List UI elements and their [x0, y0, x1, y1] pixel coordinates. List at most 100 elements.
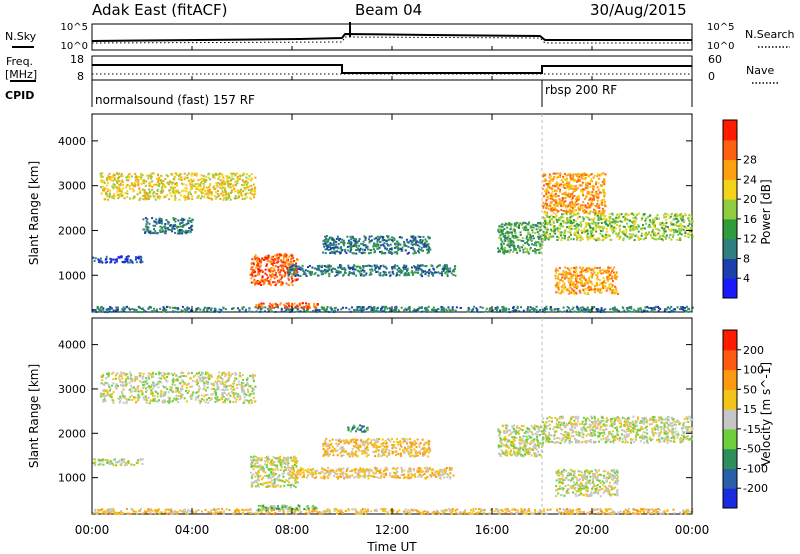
velocity-cell	[138, 372, 141, 375]
velocity-cell	[252, 396, 255, 399]
power-cell	[601, 183, 604, 186]
power-cell	[267, 258, 270, 261]
power-cell	[326, 306, 329, 308]
power-cell	[203, 196, 206, 199]
power-cell	[372, 248, 375, 251]
power-cell	[524, 222, 527, 225]
power-cell	[413, 308, 416, 311]
power-cell	[286, 267, 289, 270]
power-cell	[584, 176, 587, 179]
power-cell	[139, 197, 142, 200]
velocity-region-0	[99, 371, 257, 405]
power-cell	[284, 305, 287, 307]
power-cell	[554, 274, 557, 277]
power-cell	[340, 265, 343, 268]
power-cell	[308, 270, 311, 273]
power-cell	[224, 189, 227, 191]
power-cell	[664, 308, 667, 311]
power-cell	[360, 273, 363, 276]
power-cell	[214, 173, 217, 176]
power-cell	[570, 238, 572, 241]
power-cell	[207, 307, 210, 310]
power-cell	[213, 195, 216, 198]
power-cell	[572, 203, 574, 206]
power-cell	[595, 308, 598, 310]
power-cell	[211, 173, 214, 176]
power-cell	[548, 222, 551, 225]
power-cell	[449, 270, 451, 273]
power-cell	[633, 228, 636, 231]
power-cell	[544, 235, 547, 238]
power-cell	[104, 311, 107, 314]
power-cell	[515, 249, 518, 252]
power-cell	[562, 274, 565, 277]
power-cell	[668, 310, 671, 313]
power-cell	[295, 273, 298, 276]
power-cell	[565, 213, 568, 216]
power-cell	[574, 275, 577, 278]
power-cell	[251, 258, 254, 261]
power-cell	[350, 241, 352, 244]
power-cell	[304, 269, 307, 272]
power-cell	[372, 244, 375, 247]
power-cell	[280, 309, 283, 312]
power-cell	[647, 216, 650, 219]
velocity-cell	[125, 402, 128, 405]
power-cell	[290, 310, 293, 313]
power-cell	[313, 273, 316, 276]
power-cell	[373, 264, 376, 267]
power-cell	[408, 274, 411, 276]
power-cell	[501, 306, 504, 309]
power-cell	[584, 211, 587, 214]
velocity-cell	[115, 384, 118, 386]
power-cell	[527, 306, 530, 308]
power-cell	[413, 250, 416, 253]
power-cell	[513, 308, 516, 311]
power-cell	[582, 275, 585, 278]
power-cell	[632, 310, 634, 313]
power-cell	[642, 227, 645, 230]
power-cell	[363, 270, 365, 273]
power-cell	[559, 227, 562, 230]
power-cell	[109, 178, 112, 181]
power-cell	[237, 178, 240, 181]
velocity-cell	[162, 401, 165, 404]
power-cell	[163, 230, 166, 233]
power-cell	[683, 309, 686, 312]
power-cell	[563, 237, 566, 240]
power-cell	[612, 280, 614, 283]
power-cell	[340, 308, 343, 311]
power-cell	[535, 305, 538, 308]
power-cell	[539, 229, 541, 232]
power-cell	[589, 180, 592, 183]
power-cell	[653, 219, 656, 222]
power-cell	[550, 196, 553, 199]
power-cell	[364, 236, 367, 239]
power-cell	[308, 305, 311, 308]
velocity-cell	[129, 377, 131, 380]
power-cell	[138, 199, 141, 201]
power-cell	[190, 225, 193, 228]
power-cell	[638, 238, 641, 241]
power-cell	[237, 190, 240, 192]
power-cell	[365, 246, 368, 249]
power-cell	[548, 204, 551, 207]
velocity-cell	[141, 390, 144, 393]
power-cell	[507, 234, 510, 237]
power-cell	[376, 243, 379, 245]
power-cell	[161, 185, 164, 188]
power-cell	[191, 185, 194, 188]
power-cell	[281, 283, 284, 286]
power-cell	[585, 235, 588, 238]
power-cell	[612, 271, 615, 274]
power-cell	[93, 310, 96, 313]
power-cell	[381, 307, 383, 310]
power-cell	[225, 193, 228, 196]
power-cell	[599, 309, 602, 312]
power-cell	[537, 233, 540, 236]
power-cell	[542, 230, 545, 233]
power-cell	[249, 192, 252, 194]
power-cell	[603, 311, 606, 314]
power-cell	[145, 180, 148, 183]
velocity-cell	[250, 386, 253, 389]
